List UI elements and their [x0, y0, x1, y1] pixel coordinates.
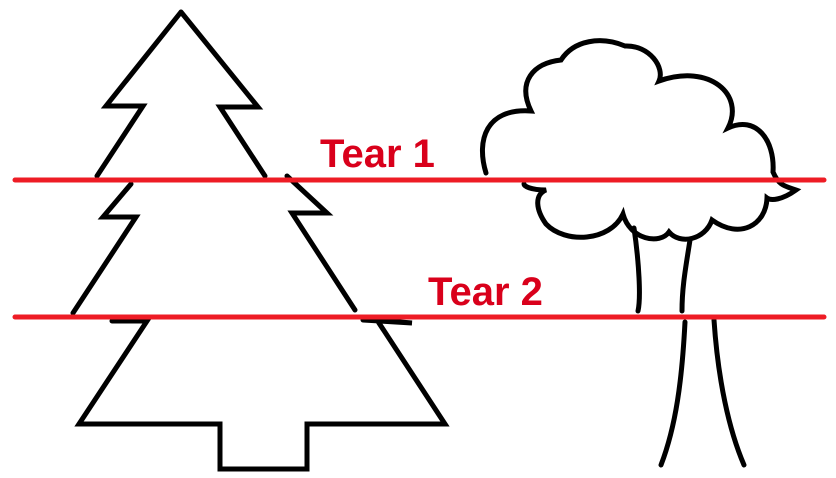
tear-2-label: Tear 2 [428, 270, 543, 314]
tree-trunk-left [631, 225, 688, 468]
tear-lines [12, 177, 827, 320]
tree-canopy [480, 38, 802, 242]
pine-tree-outline [70, 9, 450, 472]
tear-1-label: Tear 1 [320, 132, 435, 176]
leafy-tree [480, 38, 802, 468]
tree-trunk-right [679, 237, 747, 468]
pine-tree [70, 9, 450, 472]
